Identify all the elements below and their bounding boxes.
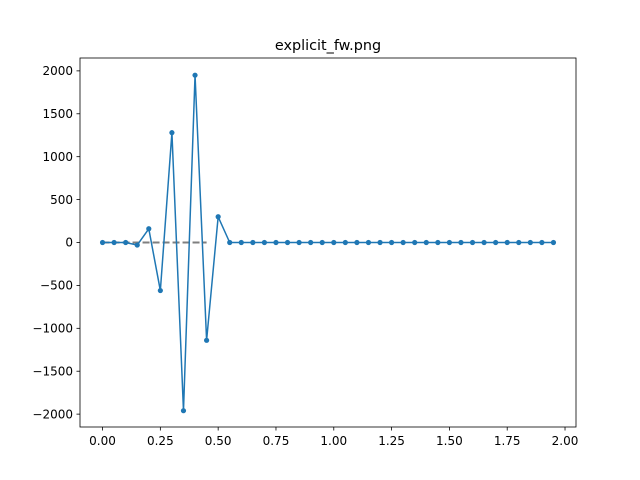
data-point bbox=[204, 337, 210, 343]
data-point bbox=[134, 242, 140, 248]
y-tick-label: −2000 bbox=[32, 407, 73, 421]
data-point bbox=[458, 239, 464, 246]
data-point bbox=[273, 239, 279, 246]
data-point bbox=[169, 130, 175, 136]
data-point bbox=[146, 226, 152, 232]
chart-title: explicit_fw.png bbox=[275, 38, 381, 54]
data-point bbox=[516, 239, 522, 246]
y-tick-label: 2000 bbox=[42, 64, 73, 78]
data-point bbox=[493, 239, 499, 246]
data-point bbox=[435, 239, 441, 246]
y-tick-label: 1500 bbox=[42, 107, 73, 121]
x-tick-label: 0.00 bbox=[89, 434, 116, 448]
data-point bbox=[412, 239, 418, 246]
data-point bbox=[308, 239, 314, 246]
data-point bbox=[377, 239, 383, 246]
data-point bbox=[296, 239, 302, 246]
x-tick-label: 1.00 bbox=[320, 434, 347, 448]
x-tick-label: 1.25 bbox=[378, 434, 405, 448]
data-point bbox=[111, 239, 117, 246]
data-point bbox=[238, 239, 244, 246]
data-point bbox=[388, 239, 395, 246]
data-point bbox=[365, 239, 372, 246]
data-point bbox=[481, 239, 487, 246]
data-point bbox=[423, 239, 429, 246]
data-point bbox=[180, 408, 187, 414]
data-point bbox=[284, 239, 291, 246]
data-point bbox=[250, 239, 256, 246]
x-tick-label: 0.75 bbox=[263, 434, 290, 448]
y-tick-label: −500 bbox=[40, 279, 73, 293]
data-point bbox=[192, 72, 198, 78]
x-tick-label: 1.50 bbox=[436, 434, 463, 448]
data-point bbox=[215, 214, 221, 220]
x-tick-label: 2.00 bbox=[552, 434, 579, 448]
data-point bbox=[99, 239, 106, 246]
data-point bbox=[342, 239, 348, 246]
y-tick-label: 0 bbox=[65, 236, 73, 250]
y-tick-label: 500 bbox=[50, 193, 73, 207]
data-point bbox=[527, 239, 533, 246]
data-point bbox=[261, 239, 268, 246]
data-point bbox=[400, 239, 406, 246]
data-point bbox=[354, 239, 360, 246]
x-tick-label: 0.50 bbox=[205, 434, 232, 448]
data-point bbox=[123, 239, 129, 246]
x-tick-label: 0.25 bbox=[147, 434, 174, 448]
y-tick-label: −1000 bbox=[32, 322, 73, 336]
data-point bbox=[550, 239, 557, 246]
series-line bbox=[102, 74, 554, 412]
data-point bbox=[539, 239, 545, 246]
data-point bbox=[319, 239, 325, 246]
x-tick-label: 1.75 bbox=[494, 434, 521, 448]
data-point bbox=[446, 239, 452, 246]
data-point bbox=[331, 239, 337, 246]
y-tick-label: −1500 bbox=[32, 364, 73, 378]
data-point bbox=[469, 239, 476, 246]
data-point bbox=[504, 239, 510, 246]
y-tick-label: 1000 bbox=[42, 150, 73, 164]
data-point bbox=[227, 239, 233, 246]
data-point bbox=[157, 287, 163, 294]
plot-area: 0.00 0.25 0.50 0.75 1.00 1.25 1.50 1.75 2.00 −200… bbox=[32, 57, 579, 448]
